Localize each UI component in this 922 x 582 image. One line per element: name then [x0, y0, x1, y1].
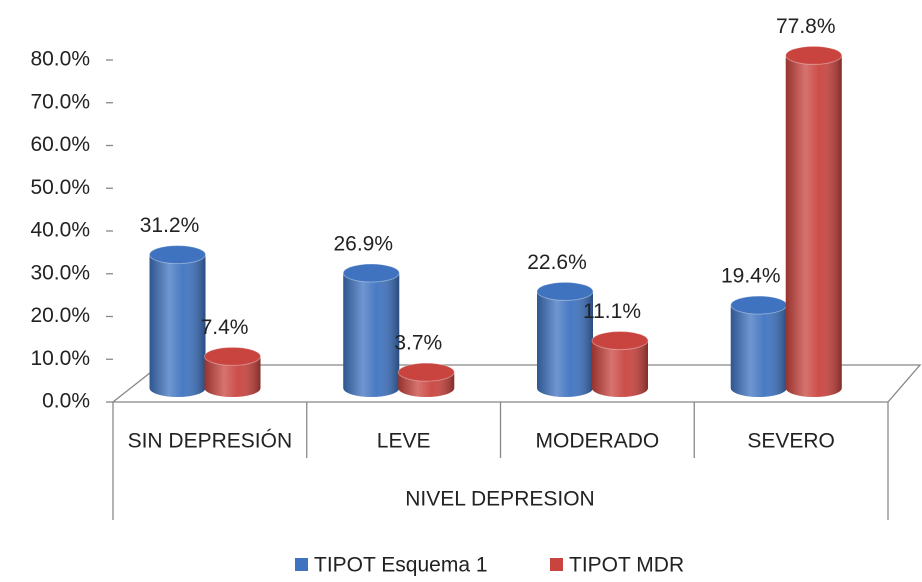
y-tick-label: 20.0%: [30, 304, 90, 327]
data-label: 22.6%: [527, 251, 587, 274]
x-tick-label: LEVE: [377, 430, 431, 453]
data-label: 3.7%: [394, 332, 442, 355]
bar-shading: [149, 254, 206, 397]
bar-shading: [592, 340, 648, 397]
x-axis-title: NIVEL DEPRESION: [405, 488, 594, 511]
bar-shading: [204, 356, 261, 397]
data-label: 11.1%: [583, 300, 641, 323]
data-label: 77.8%: [776, 15, 836, 38]
bar-top: [204, 346, 261, 366]
bar-top: [342, 263, 400, 283]
data-label: 26.9%: [333, 233, 393, 256]
x-tick-label: SIN DEPRESIÓN: [128, 430, 293, 453]
legend-label: TIPOT Esquema 1: [314, 554, 488, 577]
bar-shading: [537, 291, 593, 397]
y-tick-label: 60.0%: [30, 133, 90, 156]
bar-shading: [785, 55, 842, 397]
bar-shading: [730, 305, 787, 397]
bar-top: [536, 281, 594, 301]
x-tick-label: SEVERO: [747, 430, 835, 453]
y-tick-label: 10.0%: [30, 347, 90, 370]
data-label: 7.4%: [201, 316, 249, 339]
y-tick-label: 70.0%: [30, 90, 90, 113]
bar-top: [149, 245, 206, 265]
bar-top: [785, 45, 843, 65]
x-tick-label: MODERADO: [536, 430, 660, 453]
y-tick-label: 0.0%: [42, 390, 90, 413]
bar-top: [591, 331, 649, 351]
y-tick-label: 40.0%: [30, 219, 90, 242]
data-label: 31.2%: [140, 214, 200, 237]
legend-label: TIPOT MDR: [569, 554, 684, 577]
legend-swatch: [550, 558, 563, 571]
bar-top: [730, 295, 788, 315]
y-tick-label: 50.0%: [30, 176, 90, 199]
bar-shading: [398, 372, 455, 397]
floor: [111, 364, 922, 403]
data-label: 19.4%: [721, 265, 781, 288]
bar-top: [397, 362, 455, 382]
y-tick-label: 30.0%: [30, 261, 90, 284]
y-tick-label: 80.0%: [30, 48, 90, 71]
bar-shading: [343, 273, 400, 397]
legend-swatch: [295, 558, 308, 571]
